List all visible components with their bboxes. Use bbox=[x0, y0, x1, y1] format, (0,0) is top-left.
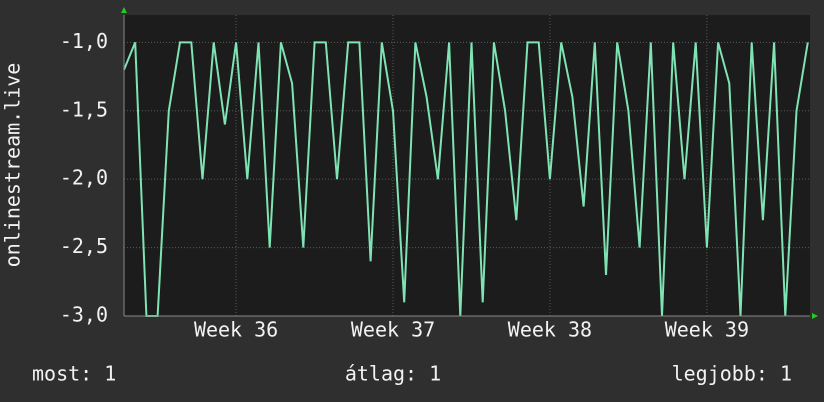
footer-best: legjobb: 1 bbox=[672, 362, 792, 386]
y-axis-arrow bbox=[121, 7, 127, 13]
x-tick-label: Week 38 bbox=[508, 318, 592, 342]
footer-average: átlag: 1 bbox=[345, 362, 441, 386]
y-axis-label: onlinestream.live bbox=[1, 63, 25, 268]
x-axis-arrow bbox=[812, 313, 818, 319]
x-tick-label: Week 39 bbox=[665, 318, 749, 342]
footer-current: most: 1 bbox=[32, 362, 116, 386]
y-tick-label: -2,0 bbox=[60, 166, 108, 190]
y-tick-label: -3,0 bbox=[60, 303, 108, 327]
x-tick-label: Week 36 bbox=[194, 318, 278, 342]
y-tick-label: -1,0 bbox=[60, 29, 108, 53]
data-line bbox=[123, 41, 809, 317]
x-tick-label: Week 37 bbox=[351, 318, 435, 342]
y-tick-label: -2,5 bbox=[60, 234, 108, 258]
y-tick-label: -1,5 bbox=[60, 97, 108, 121]
